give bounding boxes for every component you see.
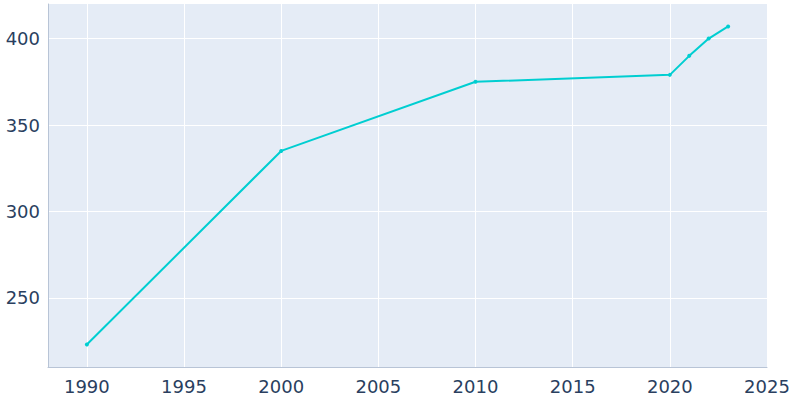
svg-text:1990: 1990 (64, 376, 110, 397)
svg-text:2005: 2005 (355, 376, 401, 397)
svg-text:300: 300 (6, 201, 40, 222)
svg-text:2020: 2020 (647, 376, 693, 397)
svg-text:2000: 2000 (258, 376, 304, 397)
svg-text:2015: 2015 (550, 376, 596, 397)
svg-text:250: 250 (6, 287, 40, 308)
svg-text:1995: 1995 (161, 376, 207, 397)
svg-text:2025: 2025 (744, 376, 790, 397)
svg-text:350: 350 (6, 115, 40, 136)
svg-text:2010: 2010 (453, 376, 499, 397)
svg-text:400: 400 (6, 28, 40, 49)
